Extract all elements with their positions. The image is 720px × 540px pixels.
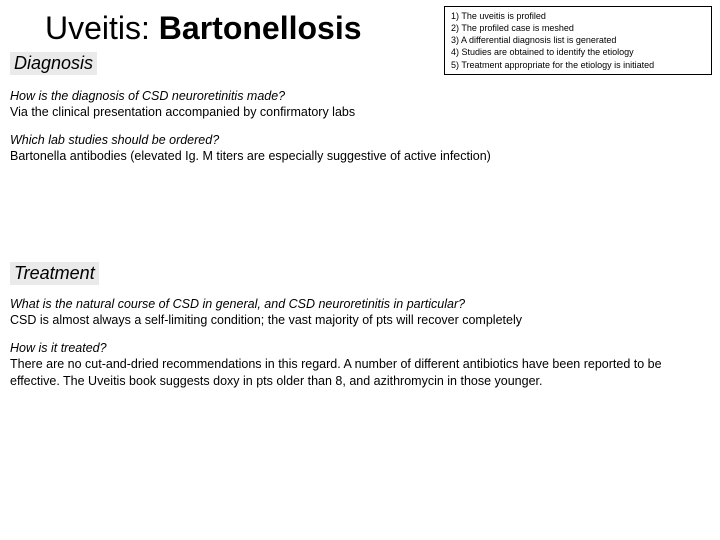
question-1: How is the diagnosis of CSD neuroretinit… (10, 88, 700, 104)
answer-4: There are no cut-and-dried recommendatio… (10, 356, 700, 389)
title-bold: Bartonellosis (159, 10, 362, 46)
step-1: 1) The uveitis is profiled (451, 10, 705, 22)
step-5: 5) Treatment appropriate for the etiolog… (451, 59, 705, 71)
diagnosis-heading: Diagnosis (10, 52, 97, 75)
qa-block-2: Which lab studies should be ordered? Bar… (10, 132, 700, 165)
answer-1: Via the clinical presentation accompanie… (10, 104, 700, 120)
treatment-heading: Treatment (10, 262, 99, 285)
step-4: 4) Studies are obtained to identify the … (451, 46, 705, 58)
answer-3: CSD is almost always a self-limiting con… (10, 312, 700, 328)
question-3: What is the natural course of CSD in gen… (10, 296, 700, 312)
question-2: Which lab studies should be ordered? (10, 132, 700, 148)
title-prefix: Uveitis: (45, 10, 159, 46)
question-4: How is it treated? (10, 340, 700, 356)
step-3: 3) A differential diagnosis list is gene… (451, 34, 705, 46)
qa-block-1: How is the diagnosis of CSD neuroretinit… (10, 88, 700, 121)
page-title: Uveitis: Bartonellosis (0, 10, 362, 47)
answer-2: Bartonella antibodies (elevated Ig. M ti… (10, 148, 700, 164)
steps-box: 1) The uveitis is profiled 2) The profil… (444, 6, 712, 75)
qa-block-3: What is the natural course of CSD in gen… (10, 296, 700, 329)
qa-block-4: How is it treated? There are no cut-and-… (10, 340, 700, 389)
step-2: 2) The profiled case is meshed (451, 22, 705, 34)
